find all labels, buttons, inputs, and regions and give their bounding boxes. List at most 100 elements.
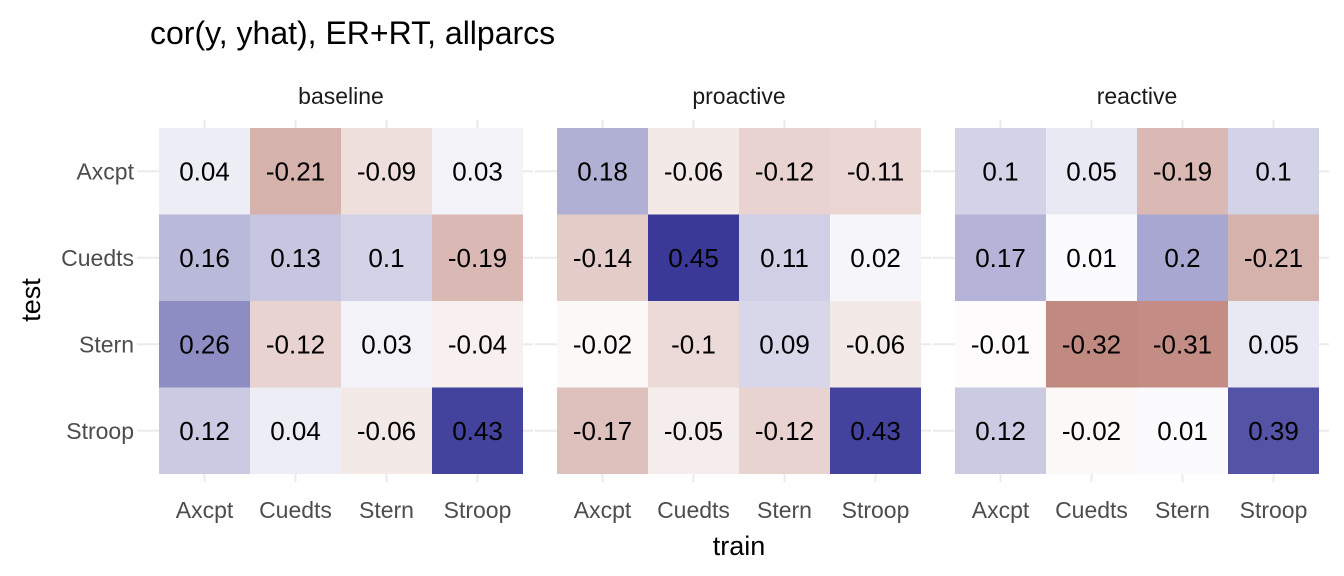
cell-value-label: -0.12: [755, 156, 814, 186]
heatmap-cell: [1046, 301, 1137, 388]
x-tick-label: Stroop: [444, 497, 512, 523]
cell-value-label: 0.05: [1066, 156, 1117, 186]
y-tick-label: Axcpt: [76, 158, 134, 184]
heatmap-cell: [739, 301, 830, 388]
cell-value-label: -0.02: [1062, 416, 1121, 446]
x-tick-label: Axcpt: [176, 497, 234, 523]
heatmap-cell: [341, 214, 432, 301]
cell-value-label: 0.09: [759, 329, 810, 359]
heatmap-cell: [830, 128, 921, 215]
heatmap-cell: [341, 301, 432, 388]
heatmap-cell: [557, 387, 648, 474]
heatmap-cell: [1228, 301, 1319, 388]
heatmap-cell: [250, 128, 341, 215]
heatmap-cell: [1228, 214, 1319, 301]
panel-proactive: proactive 0.18 -0.06 -0.12 -0.11 -0.14 0.45 0.1…: [535, 83, 931, 523]
cell-value-label: -0.19: [448, 243, 507, 273]
cell-value-label: -0.19: [1153, 156, 1212, 186]
cell-value-label: 0.1: [368, 243, 404, 273]
cell-value-label: -0.31: [1153, 329, 1212, 359]
x-tick-label: Stroop: [1240, 497, 1308, 523]
cell-value-label: -0.32: [1062, 329, 1121, 359]
heatmap-cell: [1137, 128, 1228, 215]
cell-value-label: -0.06: [664, 156, 723, 186]
heatmap-cell: [341, 387, 432, 474]
x-tick-label: Cuedts: [1055, 497, 1128, 523]
cell-value-label: -0.17: [573, 416, 632, 446]
cell-value-label: 0.11: [760, 243, 809, 273]
heatmap-cell: [557, 301, 648, 388]
heatmap-cell: [557, 128, 648, 215]
cell-value-label: -0.11: [847, 156, 904, 186]
heatmap-cell: [739, 214, 830, 301]
heatmap-cell: [648, 387, 739, 474]
cell-value-label: -0.14: [573, 243, 632, 273]
heatmap-cell: [830, 387, 921, 474]
cell-value-label: 0.2: [1164, 243, 1200, 273]
cell-value-label: 0.04: [179, 156, 230, 186]
cell-value-label: 0.03: [361, 329, 412, 359]
heatmap-cell: [1228, 128, 1319, 215]
cell-value-label: 0.18: [577, 156, 628, 186]
x-tick-label: Stern: [359, 497, 414, 523]
x-tick-label: Stroop: [842, 497, 910, 523]
y-tick-label: Cuedts: [61, 245, 134, 271]
y-tick-label: Stroop: [66, 418, 134, 444]
heatmap-cell: [432, 301, 523, 388]
x-tick-label: Stern: [757, 497, 812, 523]
heatmap-cell: [648, 128, 739, 215]
heatmap-cell: [250, 214, 341, 301]
heatmap-cell: [648, 301, 739, 388]
heatmap-cell: [955, 128, 1046, 215]
heatmap-cell: [432, 128, 523, 215]
x-axis-title: train: [713, 531, 766, 561]
heatmap-cell: [739, 128, 830, 215]
heatmap-cell: [432, 214, 523, 301]
heatmap-cell: [830, 214, 921, 301]
cell-value-label: -0.12: [266, 329, 325, 359]
panel-reactive: reactive 0.1 0.05 -0.19 0.1 0.17 0.01 0.2 -0.21 -…: [933, 83, 1329, 523]
heatmap-cell: [159, 387, 250, 474]
cell-value-label: -0.12: [755, 416, 814, 446]
cell-value-label: 0.16: [179, 243, 230, 273]
heatmap-cell: [1046, 214, 1137, 301]
facet-label: baseline: [298, 83, 384, 109]
heatmap-cell: [557, 214, 648, 301]
cell-value-label: 0.1: [1255, 156, 1291, 186]
cell-value-label: 0.17: [975, 243, 1026, 273]
cell-value-label: 0.1: [982, 156, 1018, 186]
heatmap-cell: [1228, 387, 1319, 474]
cell-value-label: 0.13: [270, 243, 321, 273]
heatmap-cell: [739, 387, 830, 474]
x-tick-label: Cuedts: [259, 497, 332, 523]
chart-title: cor(y, yhat), ER+RT, allparcs: [150, 15, 555, 51]
cell-value-label: -0.04: [448, 329, 507, 359]
cell-value-label: 0.01: [1066, 243, 1117, 273]
x-tick-label: Axcpt: [574, 497, 632, 523]
heatmap-cell: [955, 387, 1046, 474]
heatmap-cell: [830, 301, 921, 388]
cell-value-label: 0.12: [975, 416, 1026, 446]
cell-value-label: -0.02: [573, 329, 632, 359]
y-axis-title: test: [16, 278, 46, 322]
cell-value-label: 0.43: [452, 416, 503, 446]
panels-layer: baseline 0.04 -0.21 -0.09 0.03 0.16 0.13 0.1 -0.…: [61, 83, 1329, 523]
cell-value-label: -0.21: [266, 156, 325, 186]
cell-value-label: 0.45: [668, 243, 719, 273]
heatmap-cell: [1046, 387, 1137, 474]
cell-value-label: -0.21: [1244, 243, 1303, 273]
heatmap-cell: [159, 301, 250, 388]
heatmap-cell: [1137, 214, 1228, 301]
cell-value-label: -0.06: [357, 416, 416, 446]
heatmap-cell: [955, 301, 1046, 388]
cell-value-label: 0.39: [1248, 416, 1299, 446]
x-tick-label: Axcpt: [972, 497, 1030, 523]
panel-baseline: baseline 0.04 -0.21 -0.09 0.03 0.16 0.13 0.1 -0.…: [137, 83, 533, 523]
heatmap-cell: [341, 128, 432, 215]
heatmap-cell: [648, 214, 739, 301]
x-tick-label: Cuedts: [657, 497, 730, 523]
cell-value-label: 0.02: [850, 243, 901, 273]
heatmap-cell: [250, 387, 341, 474]
